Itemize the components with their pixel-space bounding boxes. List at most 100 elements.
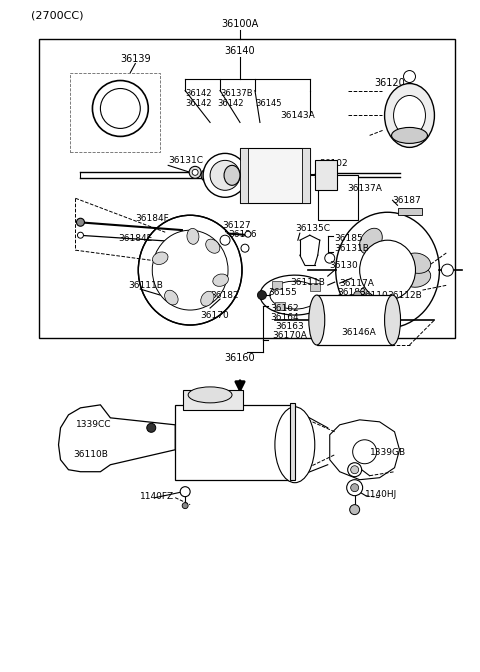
Ellipse shape [384, 295, 400, 345]
Bar [240, 149, 248, 203]
Text: 36145: 36145 [255, 99, 281, 108]
Text: 36100A: 36100A [221, 19, 259, 29]
Circle shape [354, 291, 361, 299]
Text: 36137A: 36137A [348, 184, 383, 193]
Bar [302, 149, 310, 203]
Text: 36127: 36127 [222, 220, 251, 230]
Polygon shape [59, 405, 175, 472]
Text: (2700CC): (2700CC) [31, 11, 83, 21]
Text: 36143A: 36143A [280, 111, 314, 120]
Text: 36120: 36120 [374, 77, 405, 87]
Circle shape [201, 169, 215, 182]
Text: 36110B: 36110B [73, 450, 108, 459]
Text: 36142: 36142 [185, 89, 212, 98]
Ellipse shape [165, 290, 178, 305]
Ellipse shape [336, 212, 439, 328]
Text: 1339CC: 1339CC [75, 420, 111, 429]
Circle shape [147, 423, 156, 432]
Circle shape [192, 169, 198, 175]
Bar [175, 405, 295, 480]
Text: 36146A: 36146A [342, 327, 376, 337]
Ellipse shape [210, 161, 240, 190]
Text: 36112B: 36112B [387, 290, 422, 300]
Ellipse shape [188, 387, 232, 403]
Ellipse shape [153, 252, 168, 265]
Circle shape [204, 172, 212, 179]
Text: 36126: 36126 [228, 230, 257, 239]
Circle shape [353, 439, 377, 464]
Ellipse shape [360, 286, 382, 312]
Text: 36102: 36102 [320, 159, 348, 168]
Text: 36162: 36162 [270, 304, 299, 312]
Text: 1339GB: 1339GB [370, 448, 406, 457]
Circle shape [220, 235, 230, 245]
Circle shape [442, 264, 454, 276]
Bar [315, 161, 336, 190]
Circle shape [189, 167, 201, 178]
Bar [275, 302, 285, 310]
Ellipse shape [224, 165, 240, 185]
Text: 36183: 36183 [338, 288, 366, 296]
Text: 36137B: 36137B [220, 89, 252, 98]
Bar [397, 208, 422, 215]
Text: 36130: 36130 [330, 261, 359, 269]
Bar [240, 149, 310, 203]
Text: 36170A: 36170A [272, 331, 307, 341]
Ellipse shape [394, 95, 425, 136]
Text: 36170: 36170 [200, 310, 229, 320]
Ellipse shape [152, 230, 228, 310]
Wedge shape [181, 218, 239, 270]
Text: 36110: 36110 [360, 290, 388, 300]
Ellipse shape [309, 295, 325, 345]
Bar [290, 403, 295, 480]
Ellipse shape [213, 274, 228, 286]
Circle shape [245, 231, 251, 237]
Text: 36131C: 36131C [168, 156, 203, 165]
Bar [272, 281, 282, 289]
Circle shape [241, 244, 249, 252]
Text: 36140: 36140 [225, 46, 255, 56]
Ellipse shape [392, 128, 428, 143]
Text: 36131B: 36131B [335, 244, 370, 253]
Polygon shape [330, 420, 399, 480]
Ellipse shape [360, 240, 416, 300]
Text: 36111B: 36111B [128, 281, 163, 290]
Ellipse shape [93, 81, 148, 136]
Circle shape [348, 463, 361, 476]
Circle shape [325, 253, 335, 263]
Text: 36182: 36182 [210, 290, 239, 300]
Circle shape [182, 503, 188, 509]
Bar [312, 298, 322, 306]
Bar [310, 283, 320, 291]
Circle shape [351, 484, 359, 492]
Text: 36155: 36155 [268, 288, 297, 296]
Bar [183, 390, 243, 410]
Text: 36142: 36142 [185, 99, 212, 108]
Circle shape [350, 505, 360, 515]
Text: 36142: 36142 [217, 99, 243, 108]
Ellipse shape [203, 153, 247, 198]
Text: 36163: 36163 [275, 321, 304, 331]
Ellipse shape [275, 407, 315, 482]
Bar [318, 175, 358, 220]
Circle shape [347, 480, 363, 496]
Text: 36185: 36185 [335, 234, 363, 243]
Circle shape [404, 71, 416, 83]
Circle shape [77, 233, 84, 238]
Ellipse shape [403, 253, 431, 274]
Text: 1140HJ: 1140HJ [365, 490, 397, 499]
Circle shape [351, 466, 359, 474]
Text: 1140FZ: 1140FZ [140, 492, 174, 501]
Circle shape [76, 218, 84, 226]
Circle shape [257, 290, 266, 300]
Text: 36117A: 36117A [340, 279, 374, 288]
Ellipse shape [100, 89, 140, 128]
Text: 36135C: 36135C [295, 224, 330, 233]
Bar [38, 38, 456, 338]
Ellipse shape [206, 239, 220, 253]
Text: 36139: 36139 [120, 54, 151, 64]
Ellipse shape [403, 267, 431, 287]
Text: 36184E: 36184E [119, 234, 153, 243]
Text: 36187: 36187 [393, 196, 421, 205]
Ellipse shape [384, 83, 434, 147]
